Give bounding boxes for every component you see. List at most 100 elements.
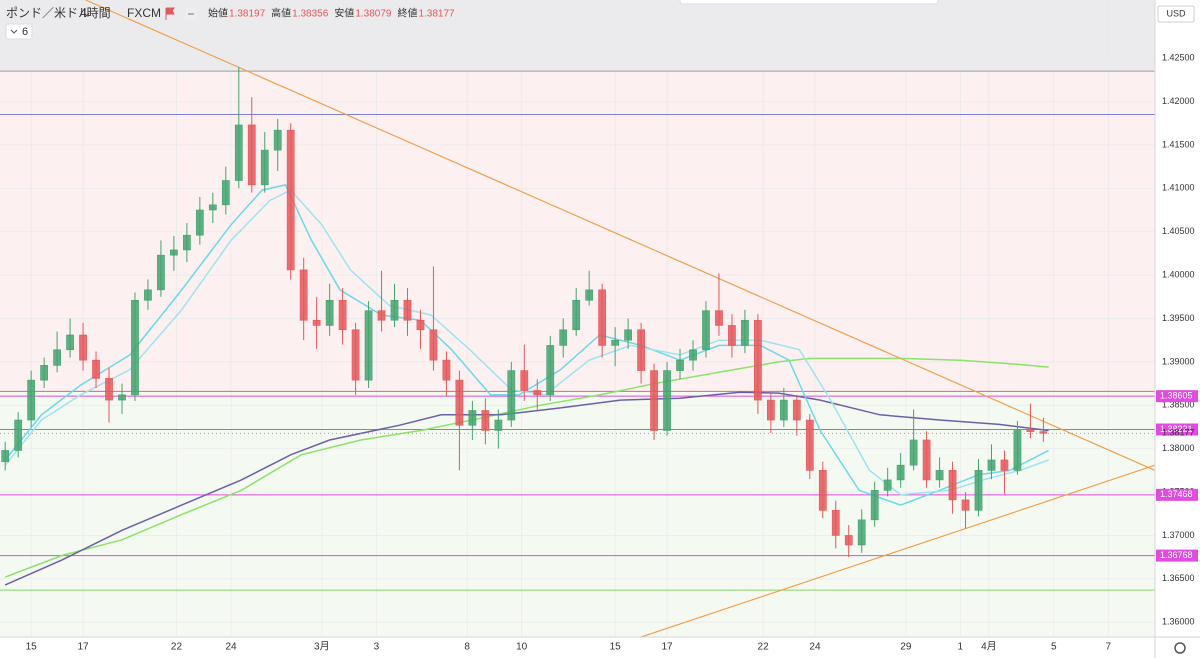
candle-body — [974, 470, 983, 511]
x-tick-label: 5 — [1051, 642, 1057, 653]
candle-body — [351, 329, 360, 381]
candle-body — [533, 390, 542, 396]
candle-body — [416, 319, 425, 331]
x-tick-label: 17 — [661, 642, 673, 653]
ohlc-legend: 始値 1.38197 高値 1.38356 安値 1.38079 終値 1.38177 — [208, 7, 455, 20]
candle-body — [14, 419, 23, 451]
indicator-toggle[interactable] — [5, 23, 33, 40]
candle-body — [689, 349, 697, 361]
candle-body — [520, 370, 529, 391]
candle-body — [455, 379, 464, 426]
zone — [0, 391, 1155, 637]
candle-body — [273, 129, 282, 151]
settings-icon[interactable] — [1174, 642, 1186, 654]
candle-body — [429, 329, 438, 361]
symbol: ポンド／米ドル — [6, 6, 90, 20]
candle-body — [481, 410, 490, 431]
candle-body — [66, 334, 74, 351]
indicator-count: 6 — [22, 26, 28, 38]
x-tick-label: 17 — [77, 642, 89, 653]
candle-body — [1039, 431, 1048, 434]
x-tick-label: 8 — [464, 642, 470, 653]
candle-body — [818, 470, 827, 511]
candle-body — [144, 289, 152, 301]
candle-body — [948, 470, 957, 501]
plot-area — [0, 0, 1156, 638]
candle-body — [585, 289, 594, 301]
level-tag — [1156, 549, 1198, 562]
candle-body — [468, 410, 477, 426]
candle-body — [961, 499, 970, 511]
candle-body — [299, 269, 308, 321]
axes: 1.360001.365001.370001.375001.380001.385… — [26, 53, 1198, 653]
candle-body — [650, 370, 658, 431]
candle-body — [403, 299, 412, 321]
candle-body — [624, 329, 632, 341]
level-tag-label: 1.38605 — [1160, 391, 1193, 401]
y-tick-label: 1.41500 — [1162, 139, 1195, 149]
source: FXCM — [127, 6, 161, 20]
time-axis-bg — [0, 637, 1155, 658]
y-tick-label: 1.38500 — [1162, 400, 1195, 410]
candle-body — [157, 254, 165, 291]
candle-body — [79, 334, 87, 361]
y-tick-label: 1.36500 — [1162, 573, 1195, 583]
candle-body — [364, 310, 373, 381]
candle-body — [286, 129, 295, 271]
candle-body — [183, 234, 191, 251]
candle-body — [870, 490, 879, 521]
level-tag — [1156, 488, 1198, 501]
candle-body — [987, 459, 996, 471]
flag-icon[interactable] — [165, 7, 175, 20]
trend-line — [640, 464, 1156, 638]
toolbar-stub[interactable] — [679, 0, 939, 5]
candle-body — [325, 299, 334, 326]
candle-body — [27, 379, 36, 421]
candle-body — [221, 180, 230, 206]
y-tick-label: 1.41000 — [1162, 183, 1195, 193]
candle-body — [546, 345, 555, 396]
last-price-label: 1.38177 — [1162, 428, 1195, 438]
level-tag-label: 1.38221 — [1160, 424, 1193, 434]
candle-body — [766, 399, 775, 421]
candle-body — [754, 319, 762, 401]
candle-body — [118, 394, 126, 401]
candle-body — [494, 419, 503, 431]
candle-body — [234, 124, 243, 181]
candle-body — [715, 310, 723, 326]
candle-body — [922, 439, 931, 481]
candle-body — [831, 509, 840, 536]
y-tick-label: 1.39500 — [1162, 313, 1195, 323]
candle-body — [676, 359, 684, 371]
level-tag — [1156, 423, 1198, 436]
candle-body — [572, 299, 581, 331]
x-tick-label: 24 — [809, 642, 821, 653]
y-tick-label: 1.36000 — [1162, 617, 1195, 627]
candle-body — [637, 329, 645, 371]
candle-body — [728, 325, 736, 346]
candle-body — [312, 319, 321, 326]
y-tick-label: 1.37000 — [1162, 530, 1195, 540]
candle-body — [702, 310, 710, 351]
ohlc-value: 1.38177 — [418, 9, 455, 20]
ohlc-label: 高値 — [271, 7, 291, 20]
candle-body — [260, 149, 269, 186]
candle-body — [40, 365, 48, 381]
candle-body — [844, 535, 853, 546]
candle-body — [247, 124, 256, 186]
currency-box[interactable] — [1157, 5, 1195, 23]
x-tick-label: 22 — [171, 642, 183, 653]
candle-body — [170, 249, 178, 256]
candle-body — [741, 319, 749, 346]
candle-body — [896, 464, 905, 481]
ohlc-label: 始値 — [208, 7, 228, 20]
candle-body — [1026, 430, 1035, 432]
zone — [0, 71, 1155, 392]
x-tick-label: 22 — [758, 642, 770, 653]
candle-body — [909, 439, 918, 466]
x-tick-label: 7 — [1105, 642, 1111, 653]
candle-body — [195, 209, 204, 236]
candle-body — [805, 419, 814, 471]
y-tick-label: 1.42000 — [1162, 96, 1195, 106]
